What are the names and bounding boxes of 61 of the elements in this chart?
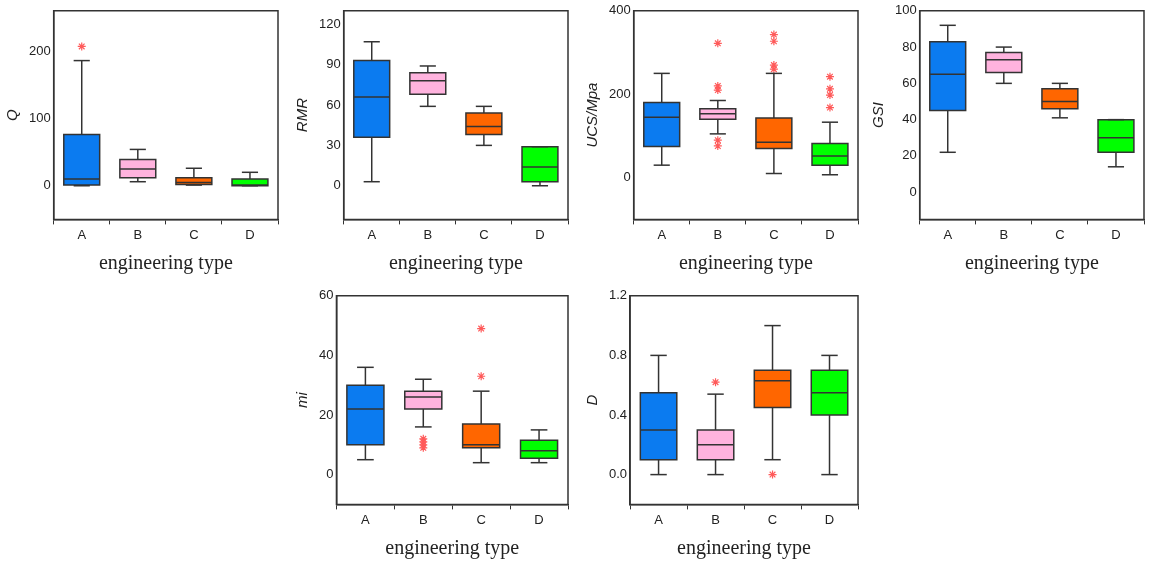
x-axis-title: engineering type (385, 536, 520, 560)
x-tick-label: B (133, 226, 143, 242)
y-tick-label: 0 (623, 169, 631, 185)
x-tick-label: A (367, 226, 377, 242)
x-axis-title: engineering type (964, 251, 1099, 275)
x-axis-title: engineering type (98, 251, 233, 275)
y-tick-label: 60 (902, 74, 917, 90)
y-tick-label: 400 (608, 2, 631, 18)
x-tick-label: C (769, 226, 779, 242)
y-tick-label: 40 (902, 111, 917, 127)
y-axis-title: mi (293, 391, 311, 409)
x-tick-label: D (534, 511, 544, 527)
y-tick-label: 80 (902, 38, 917, 54)
x-tick-label: A (943, 226, 953, 242)
x-tick-label: C (767, 511, 778, 527)
y-axis-title: D (583, 394, 601, 406)
x-tick-label: B (423, 226, 433, 242)
x-tick-label: D (824, 511, 835, 527)
x-tick-label: D (535, 226, 545, 242)
x-tick-label: C (189, 226, 199, 242)
y-tick-label: 0 (333, 177, 341, 193)
y-tick-label: 100 (894, 2, 917, 18)
x-tick-label: A (77, 226, 87, 242)
y-tick-label: 100 (28, 110, 51, 126)
y-tick-label: 60 (318, 287, 334, 303)
x-tick-label: A (361, 511, 371, 527)
x-tick-label: C (479, 226, 489, 242)
x-tick-label: B (999, 226, 1009, 242)
x-tick-label: D (245, 226, 255, 242)
y-tick-label: 0.4 (608, 406, 628, 422)
y-tick-label: 0.0 (608, 466, 628, 482)
x-axis-title: engineering type (388, 251, 523, 275)
x-tick-label: D (1111, 226, 1121, 242)
y-tick-label: 120 (318, 15, 341, 31)
y-tick-label: 200 (28, 42, 51, 58)
y-tick-label: 1.2 (608, 287, 628, 303)
x-tick-label: C (1055, 226, 1065, 242)
y-tick-label: 60 (326, 96, 341, 112)
x-tick-label: A (657, 226, 667, 242)
y-tick-label: 0 (326, 466, 334, 482)
x-axis-title: engineering type (678, 251, 813, 275)
y-axis-title: UCS/Mpa (583, 82, 601, 148)
y-tick-label: 20 (902, 147, 917, 163)
x-axis-title: engineering type (677, 536, 812, 560)
x-tick-label: B (711, 511, 720, 527)
y-axis-title: GSI (869, 102, 887, 129)
x-tick-label: B (713, 226, 723, 242)
y-tick-label: 0.8 (608, 346, 628, 362)
y-tick-label: 90 (326, 56, 341, 72)
y-axis-title: Q (3, 108, 21, 121)
y-tick-label: 30 (326, 136, 341, 152)
x-tick-label: A (654, 511, 664, 527)
y-tick-label: 20 (318, 406, 334, 422)
y-axis-title: RMR (293, 97, 311, 133)
y-tick-label: 200 (608, 85, 631, 101)
y-tick-label: 40 (318, 346, 334, 362)
x-tick-label: C (476, 511, 486, 527)
y-tick-label: 0 (43, 177, 51, 193)
y-tick-label: 0 (909, 183, 917, 199)
x-tick-label: B (418, 511, 428, 527)
x-tick-label: D (825, 226, 835, 242)
